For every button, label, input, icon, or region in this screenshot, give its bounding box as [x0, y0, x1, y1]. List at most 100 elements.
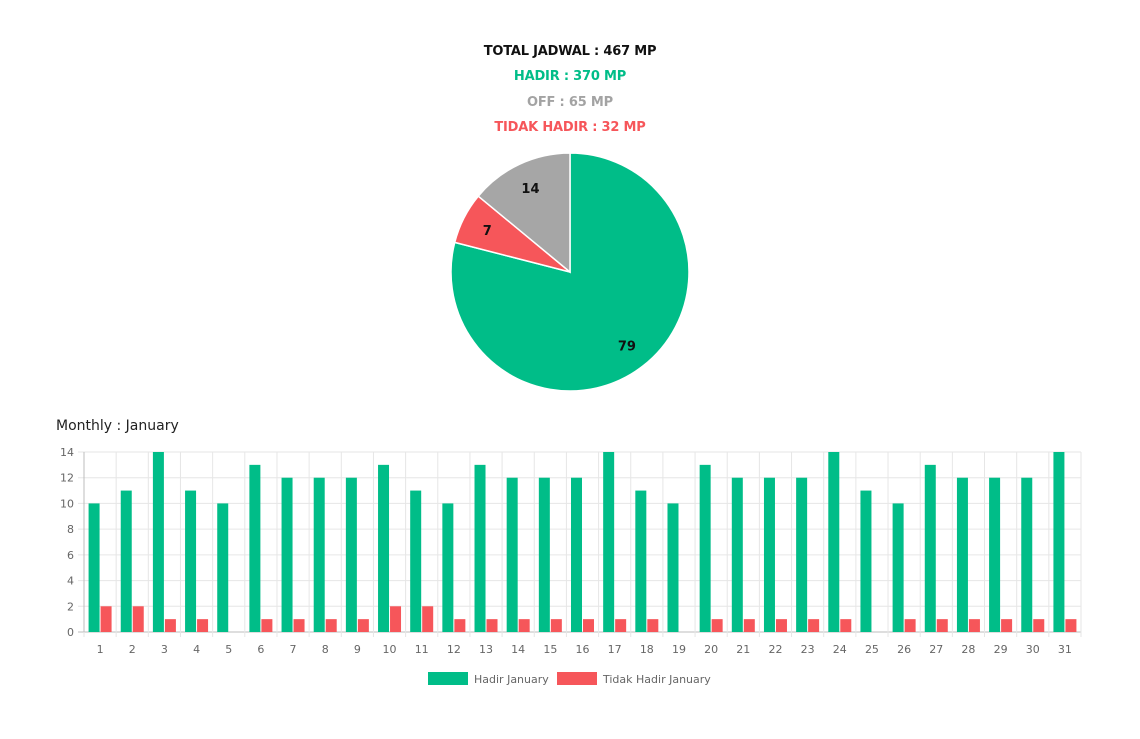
bar-tidak-hadir[interactable] [904, 619, 916, 632]
bar-tidak-hadir[interactable] [197, 619, 209, 632]
bar-tidak-hadir[interactable] [357, 619, 369, 632]
x-tick-label: 15 [543, 643, 557, 656]
x-tick-label: 17 [608, 643, 622, 656]
bar-hadir[interactable] [731, 477, 743, 632]
bar-tidak-hadir[interactable] [775, 619, 787, 632]
legend-swatch[interactable] [428, 672, 468, 685]
x-tick-label: 30 [1026, 643, 1040, 656]
x-tick-label: 10 [383, 643, 397, 656]
x-tick-label: 28 [961, 643, 975, 656]
bar-hadir[interactable] [699, 464, 711, 632]
bar-tidak-hadir[interactable] [1001, 619, 1013, 632]
bar-tidak-hadir[interactable] [100, 606, 112, 632]
x-tick-label: 24 [833, 643, 847, 656]
bar-hadir[interactable] [410, 490, 422, 632]
bar-hadir[interactable] [796, 477, 808, 632]
x-tick-label: 12 [447, 643, 461, 656]
bar-tidak-hadir[interactable] [486, 619, 498, 632]
bar-tidak-hadir[interactable] [743, 619, 755, 632]
bar-tidak-hadir[interactable] [711, 619, 723, 632]
bar-tidak-hadir[interactable] [261, 619, 273, 632]
x-tick-label: 27 [929, 643, 943, 656]
legend-label[interactable]: Tidak Hadir January [602, 673, 711, 686]
x-tick-label: 1 [97, 643, 104, 656]
bar-hadir[interactable] [956, 477, 968, 632]
x-tick-label: 14 [511, 643, 525, 656]
x-tick-label: 18 [640, 643, 654, 656]
bar-hadir[interactable] [989, 477, 1001, 632]
y-tick-label: 4 [67, 575, 74, 588]
legend-swatch[interactable] [557, 672, 597, 685]
bar-hadir[interactable] [828, 452, 840, 632]
y-tick-label: 10 [60, 497, 74, 510]
x-tick-label: 31 [1058, 643, 1072, 656]
off-label: OFF : 65 MP [527, 95, 613, 110]
bar-hadir[interactable] [185, 490, 197, 632]
bar-tidak-hadir[interactable] [840, 619, 852, 632]
x-tick-label: 3 [161, 643, 168, 656]
x-tick-label: 20 [704, 643, 718, 656]
bar-hadir[interactable] [217, 503, 229, 632]
bar-hadir[interactable] [860, 490, 872, 632]
bar-hadir[interactable] [506, 477, 518, 632]
bar-tidak-hadir[interactable] [1033, 619, 1045, 632]
bar-tidak-hadir[interactable] [615, 619, 627, 632]
bar-tidak-hadir[interactable] [1065, 619, 1077, 632]
bar-hadir[interactable] [474, 464, 486, 632]
y-tick-label: 8 [67, 523, 74, 536]
x-tick-label: 2 [129, 643, 136, 656]
y-tick-label: 0 [67, 626, 74, 639]
x-tick-label: 29 [994, 643, 1008, 656]
bar-hadir[interactable] [763, 477, 775, 632]
bar-hadir[interactable] [892, 503, 904, 632]
x-tick-label: 13 [479, 643, 493, 656]
bar-hadir[interactable] [667, 503, 679, 632]
bar-tidak-hadir[interactable] [808, 619, 820, 632]
y-tick-label: 14 [60, 446, 74, 459]
bar-hadir[interactable] [442, 503, 454, 632]
tidak-hadir-label: TIDAK HADIR : 32 MP [494, 120, 646, 135]
bar-tidak-hadir[interactable] [293, 619, 305, 632]
x-tick-label: 6 [257, 643, 264, 656]
x-tick-label: 5 [225, 643, 232, 656]
bar-tidak-hadir[interactable] [325, 619, 337, 632]
bar-hadir[interactable] [538, 477, 550, 632]
x-tick-label: 23 [801, 643, 815, 656]
x-tick-label: 11 [415, 643, 429, 656]
x-tick-label: 25 [865, 643, 879, 656]
bar-tidak-hadir[interactable] [164, 619, 176, 632]
bar-tidak-hadir[interactable] [518, 619, 530, 632]
bar-hadir[interactable] [1053, 452, 1065, 632]
pie-slice-off[interactable] [477, 152, 571, 274]
bar-tidak-hadir[interactable] [454, 619, 466, 632]
attendance-pie-chart: 79 7 14 [450, 152, 690, 392]
x-tick-label: 4 [193, 643, 200, 656]
bar-hadir[interactable] [88, 503, 100, 632]
bar-hadir[interactable] [313, 477, 325, 632]
bar-tidak-hadir[interactable] [422, 606, 434, 632]
bar-hadir[interactable] [924, 464, 936, 632]
pie-slice-value-label: 7 [483, 224, 492, 239]
bar-hadir[interactable] [635, 490, 647, 632]
bar-tidak-hadir[interactable] [132, 606, 144, 632]
y-tick-label: 6 [67, 549, 74, 562]
bar-hadir[interactable] [120, 490, 132, 632]
bar-hadir[interactable] [603, 452, 615, 632]
bar-tidak-hadir[interactable] [936, 619, 948, 632]
bar-tidak-hadir[interactable] [550, 619, 562, 632]
bar-tidak-hadir[interactable] [583, 619, 594, 632]
bar-tidak-hadir[interactable] [968, 619, 980, 632]
bar-hadir[interactable] [152, 452, 164, 632]
bar-hadir[interactable] [571, 477, 582, 632]
bar-hadir[interactable] [249, 464, 261, 632]
bar-hadir[interactable] [281, 477, 293, 632]
bar-hadir[interactable] [378, 464, 390, 632]
x-tick-label: 21 [736, 643, 750, 656]
bar-hadir[interactable] [1021, 477, 1033, 632]
bar-tidak-hadir[interactable] [647, 619, 659, 632]
bar-tidak-hadir[interactable] [390, 606, 402, 632]
bar-hadir[interactable] [345, 477, 357, 632]
x-tick-label: 8 [322, 643, 329, 656]
legend-label[interactable]: Hadir January [474, 673, 549, 686]
